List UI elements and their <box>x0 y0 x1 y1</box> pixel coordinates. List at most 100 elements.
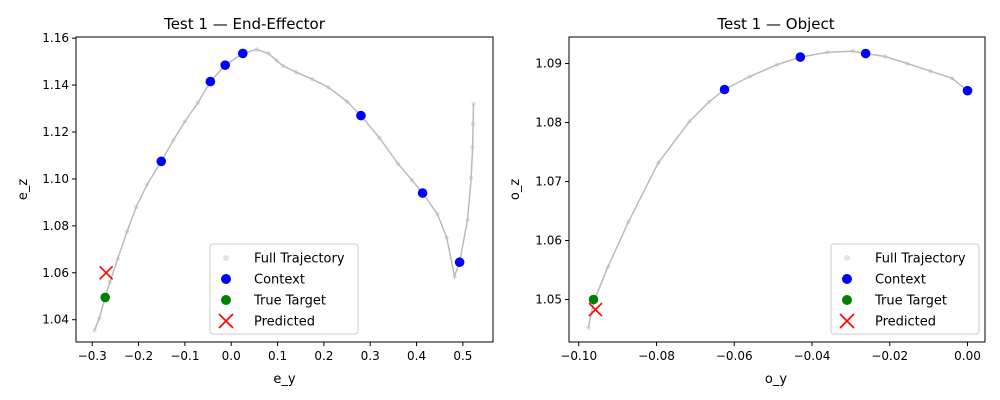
legend-label-predicted: Predicted <box>254 315 315 330</box>
full-trajectory-point <box>444 235 448 239</box>
context-point <box>861 49 871 59</box>
x-axis-label: o_y <box>765 372 787 387</box>
y-tick-label: 1.12 <box>42 125 69 139</box>
y-tick-label: 1.08 <box>42 219 69 233</box>
y-tick-label: 1.05 <box>535 293 562 307</box>
x-tick-label: −0.10 <box>560 349 597 363</box>
y-tick-label: 1.07 <box>535 175 562 189</box>
full-trajectory-point <box>396 161 400 165</box>
x-tick-label: 0.0 <box>222 349 241 363</box>
context-point <box>356 111 366 121</box>
x-tick-label: 0.1 <box>268 349 287 363</box>
full-trajectory-point <box>465 218 469 222</box>
full-trajectory-point <box>626 219 630 223</box>
full-trajectory-point <box>294 70 298 74</box>
x-tick-label: −0.1 <box>170 349 199 363</box>
legend-marker-trajectory <box>844 255 850 261</box>
legend-label-true-target: True Target <box>253 294 326 309</box>
x-tick-label: −0.2 <box>124 349 153 363</box>
legend-label-trajectory: Full Trajectory <box>254 252 345 267</box>
x-tick-label: −0.08 <box>638 349 675 363</box>
full-trajectory-point <box>471 102 475 106</box>
full-trajectory-point <box>410 178 414 182</box>
y-tick-label: 1.06 <box>42 266 69 280</box>
full-trajectory-point <box>326 85 330 89</box>
context-point <box>156 157 166 167</box>
x-tick-label: 0.00 <box>954 349 981 363</box>
full-trajectory-point <box>145 183 149 187</box>
x-tick-label: 0.5 <box>453 349 472 363</box>
x-tick-label: 0.3 <box>361 349 380 363</box>
true-target-point <box>100 293 110 303</box>
full-trajectory-point <box>452 274 456 278</box>
context-point <box>418 188 428 198</box>
full-trajectory-point <box>687 119 691 123</box>
predicted-marker <box>589 303 602 316</box>
context-point <box>206 77 216 87</box>
y-tick-label: 1.16 <box>42 31 69 45</box>
full-trajectory-point <box>586 326 590 330</box>
legend: Full Trajectory Context True Target Pred… <box>831 244 979 334</box>
legend-marker-context <box>221 274 231 284</box>
y-tick-label: 1.04 <box>42 313 69 327</box>
full-trajectory-point <box>92 328 96 332</box>
full-trajectory-point <box>748 74 752 78</box>
y-axis-label: e_z <box>16 179 31 200</box>
context-point <box>796 52 806 62</box>
full-trajectory-point <box>171 138 175 142</box>
full-trajectory-point <box>606 265 610 269</box>
full-trajectory-point <box>134 205 138 209</box>
context-point <box>963 86 973 96</box>
y-tick-label: 1.08 <box>535 116 562 130</box>
y-axis-label: o_z <box>508 179 523 200</box>
full-trajectory-point <box>116 257 120 261</box>
full-trajectory-point <box>950 76 954 80</box>
full-trajectory-point <box>281 64 285 68</box>
full-trajectory-point <box>345 99 349 103</box>
context-point <box>238 49 248 59</box>
x-tick-label: −0.3 <box>78 349 107 363</box>
context-point <box>720 85 730 95</box>
x-tick-label: −0.02 <box>871 349 908 363</box>
chart-title: Test 1 — Object <box>716 15 834 33</box>
legend-label-true-target: True Target <box>874 294 947 309</box>
chart-panel-object: Test 1 — Object −0.10 −0.08 −0.06 −0.04 −0.0… <box>508 15 985 387</box>
full-trajectory-point <box>775 63 779 67</box>
full-trajectory-point <box>851 49 855 53</box>
legend-label-context: Context <box>875 273 926 288</box>
y-tick-label: 1.06 <box>535 234 562 248</box>
context-point <box>455 257 465 267</box>
x-tick-label: −0.04 <box>794 349 831 363</box>
true-target-point <box>589 295 599 305</box>
legend-marker-trajectory <box>223 255 229 261</box>
y-tick-label: 1.14 <box>42 78 69 92</box>
full-trajectory-point <box>183 119 187 123</box>
predicted-marker <box>100 266 113 279</box>
context-point <box>220 60 230 70</box>
full-trajectory-point <box>435 212 439 216</box>
chart-title: Test 1 — End-Effector <box>163 15 326 33</box>
full-trajectory-point <box>470 145 474 149</box>
full-trajectory-point <box>656 160 660 164</box>
legend-label-context: Context <box>254 273 305 288</box>
legend-marker-true-target <box>842 295 852 305</box>
legend-marker-true-target <box>221 295 231 305</box>
full-trajectory-point <box>377 136 381 140</box>
full-trajectory-point <box>196 100 200 104</box>
x-tick-label: 0.2 <box>314 349 333 363</box>
x-tick-label: −0.06 <box>716 349 753 363</box>
legend-label-predicted: Predicted <box>875 315 936 330</box>
x-axis-label: e_y <box>273 372 295 387</box>
full-trajectory-point <box>108 280 112 284</box>
full-trajectory-point <box>125 230 129 234</box>
y-tick-label: 1.10 <box>42 172 69 186</box>
full-trajectory-point <box>469 176 473 180</box>
chart-panel-end-effector: Test 1 — End-Effector −0.3 −0.2 −0.1 0.0 0.1… <box>16 15 493 387</box>
full-trajectory-point <box>883 54 887 58</box>
full-trajectory-point <box>905 61 909 65</box>
legend-label-trajectory: Full Trajectory <box>875 252 966 267</box>
full-trajectory-point <box>310 77 314 81</box>
legend: Full Trajectory Context True Target Pred… <box>210 244 358 334</box>
full-trajectory-point <box>825 50 829 54</box>
